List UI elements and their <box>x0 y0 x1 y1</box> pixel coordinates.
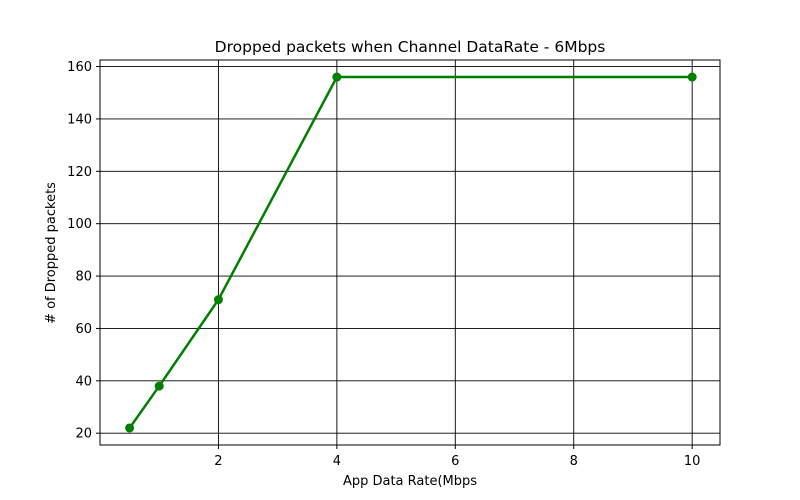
x-tick-label: 4 <box>333 454 341 469</box>
y-tick-label: 60 <box>75 322 92 337</box>
x-tick-label: 8 <box>570 454 578 469</box>
chart-title: Dropped packets when Channel DataRate - … <box>215 38 606 56</box>
plot-frame <box>99 59 721 446</box>
data-point <box>125 423 135 433</box>
y-tick-label: 80 <box>75 270 92 285</box>
y-tick-label: 160 <box>67 60 92 75</box>
data-point <box>154 381 164 391</box>
y-tick-label: 140 <box>67 112 92 127</box>
x-axis-label: App Data Rate(Mbps <box>343 474 477 489</box>
y-tick-label: 100 <box>67 217 92 232</box>
y-tick-label: 20 <box>75 427 92 442</box>
data-point <box>213 295 223 305</box>
x-tick-label: 2 <box>214 454 222 469</box>
data-point <box>332 72 342 82</box>
x-tick-label: 10 <box>684 454 701 469</box>
data-point <box>687 72 697 82</box>
series-layer <box>125 72 697 433</box>
x-tick-label: 6 <box>451 454 459 469</box>
ticks: 2 4 6 8 10 20 40 60 80 100 120 140 160 <box>67 60 700 469</box>
y-tick-label: 120 <box>67 165 92 180</box>
y-axis-label: # of Dropped packets <box>44 182 59 324</box>
grid <box>100 60 720 445</box>
y-tick-label: 40 <box>75 374 92 389</box>
